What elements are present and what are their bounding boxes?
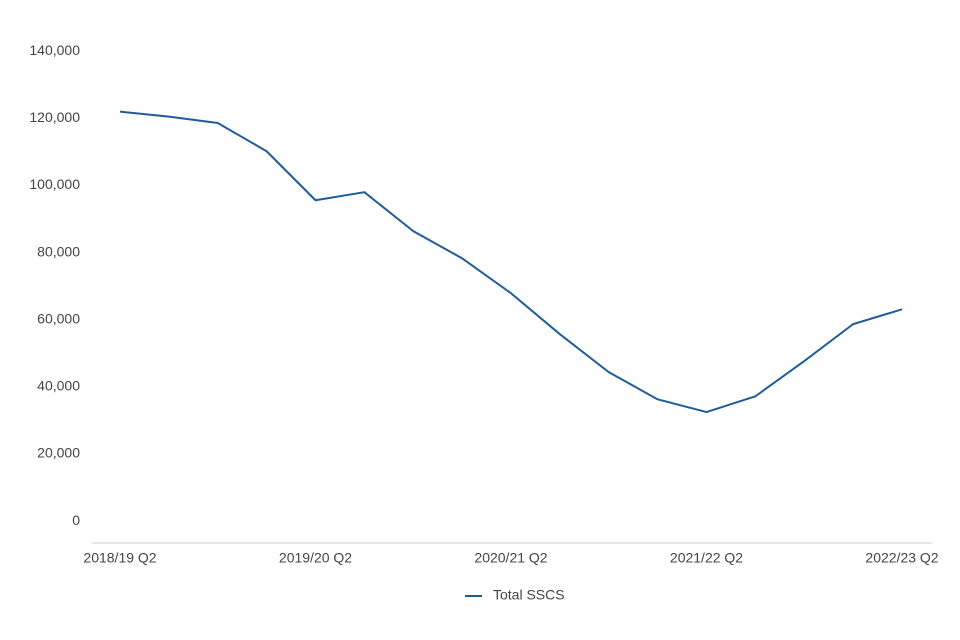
x-tick-label: 2019/20 Q2 xyxy=(279,550,352,566)
x-tick-label: 2022/23 Q2 xyxy=(865,550,938,566)
y-tick-label: 0 xyxy=(72,512,80,528)
x-tick-label: 2021/22 Q2 xyxy=(670,550,743,566)
legend-label: Total SSCS xyxy=(493,587,565,603)
y-tick-label: 60,000 xyxy=(37,310,80,326)
x-tick-label: 2018/19 Q2 xyxy=(83,550,156,566)
y-tick-label: 20,000 xyxy=(37,445,80,461)
y-tick-label: 80,000 xyxy=(37,243,80,259)
y-tick-label: 40,000 xyxy=(37,378,80,394)
x-tick-label: 2020/21 Q2 xyxy=(474,550,547,566)
y-tick-label: 120,000 xyxy=(29,109,80,125)
data-line xyxy=(119,110,903,414)
y-tick-label: 100,000 xyxy=(29,176,80,192)
y-tick-label: 140,000 xyxy=(29,42,80,58)
